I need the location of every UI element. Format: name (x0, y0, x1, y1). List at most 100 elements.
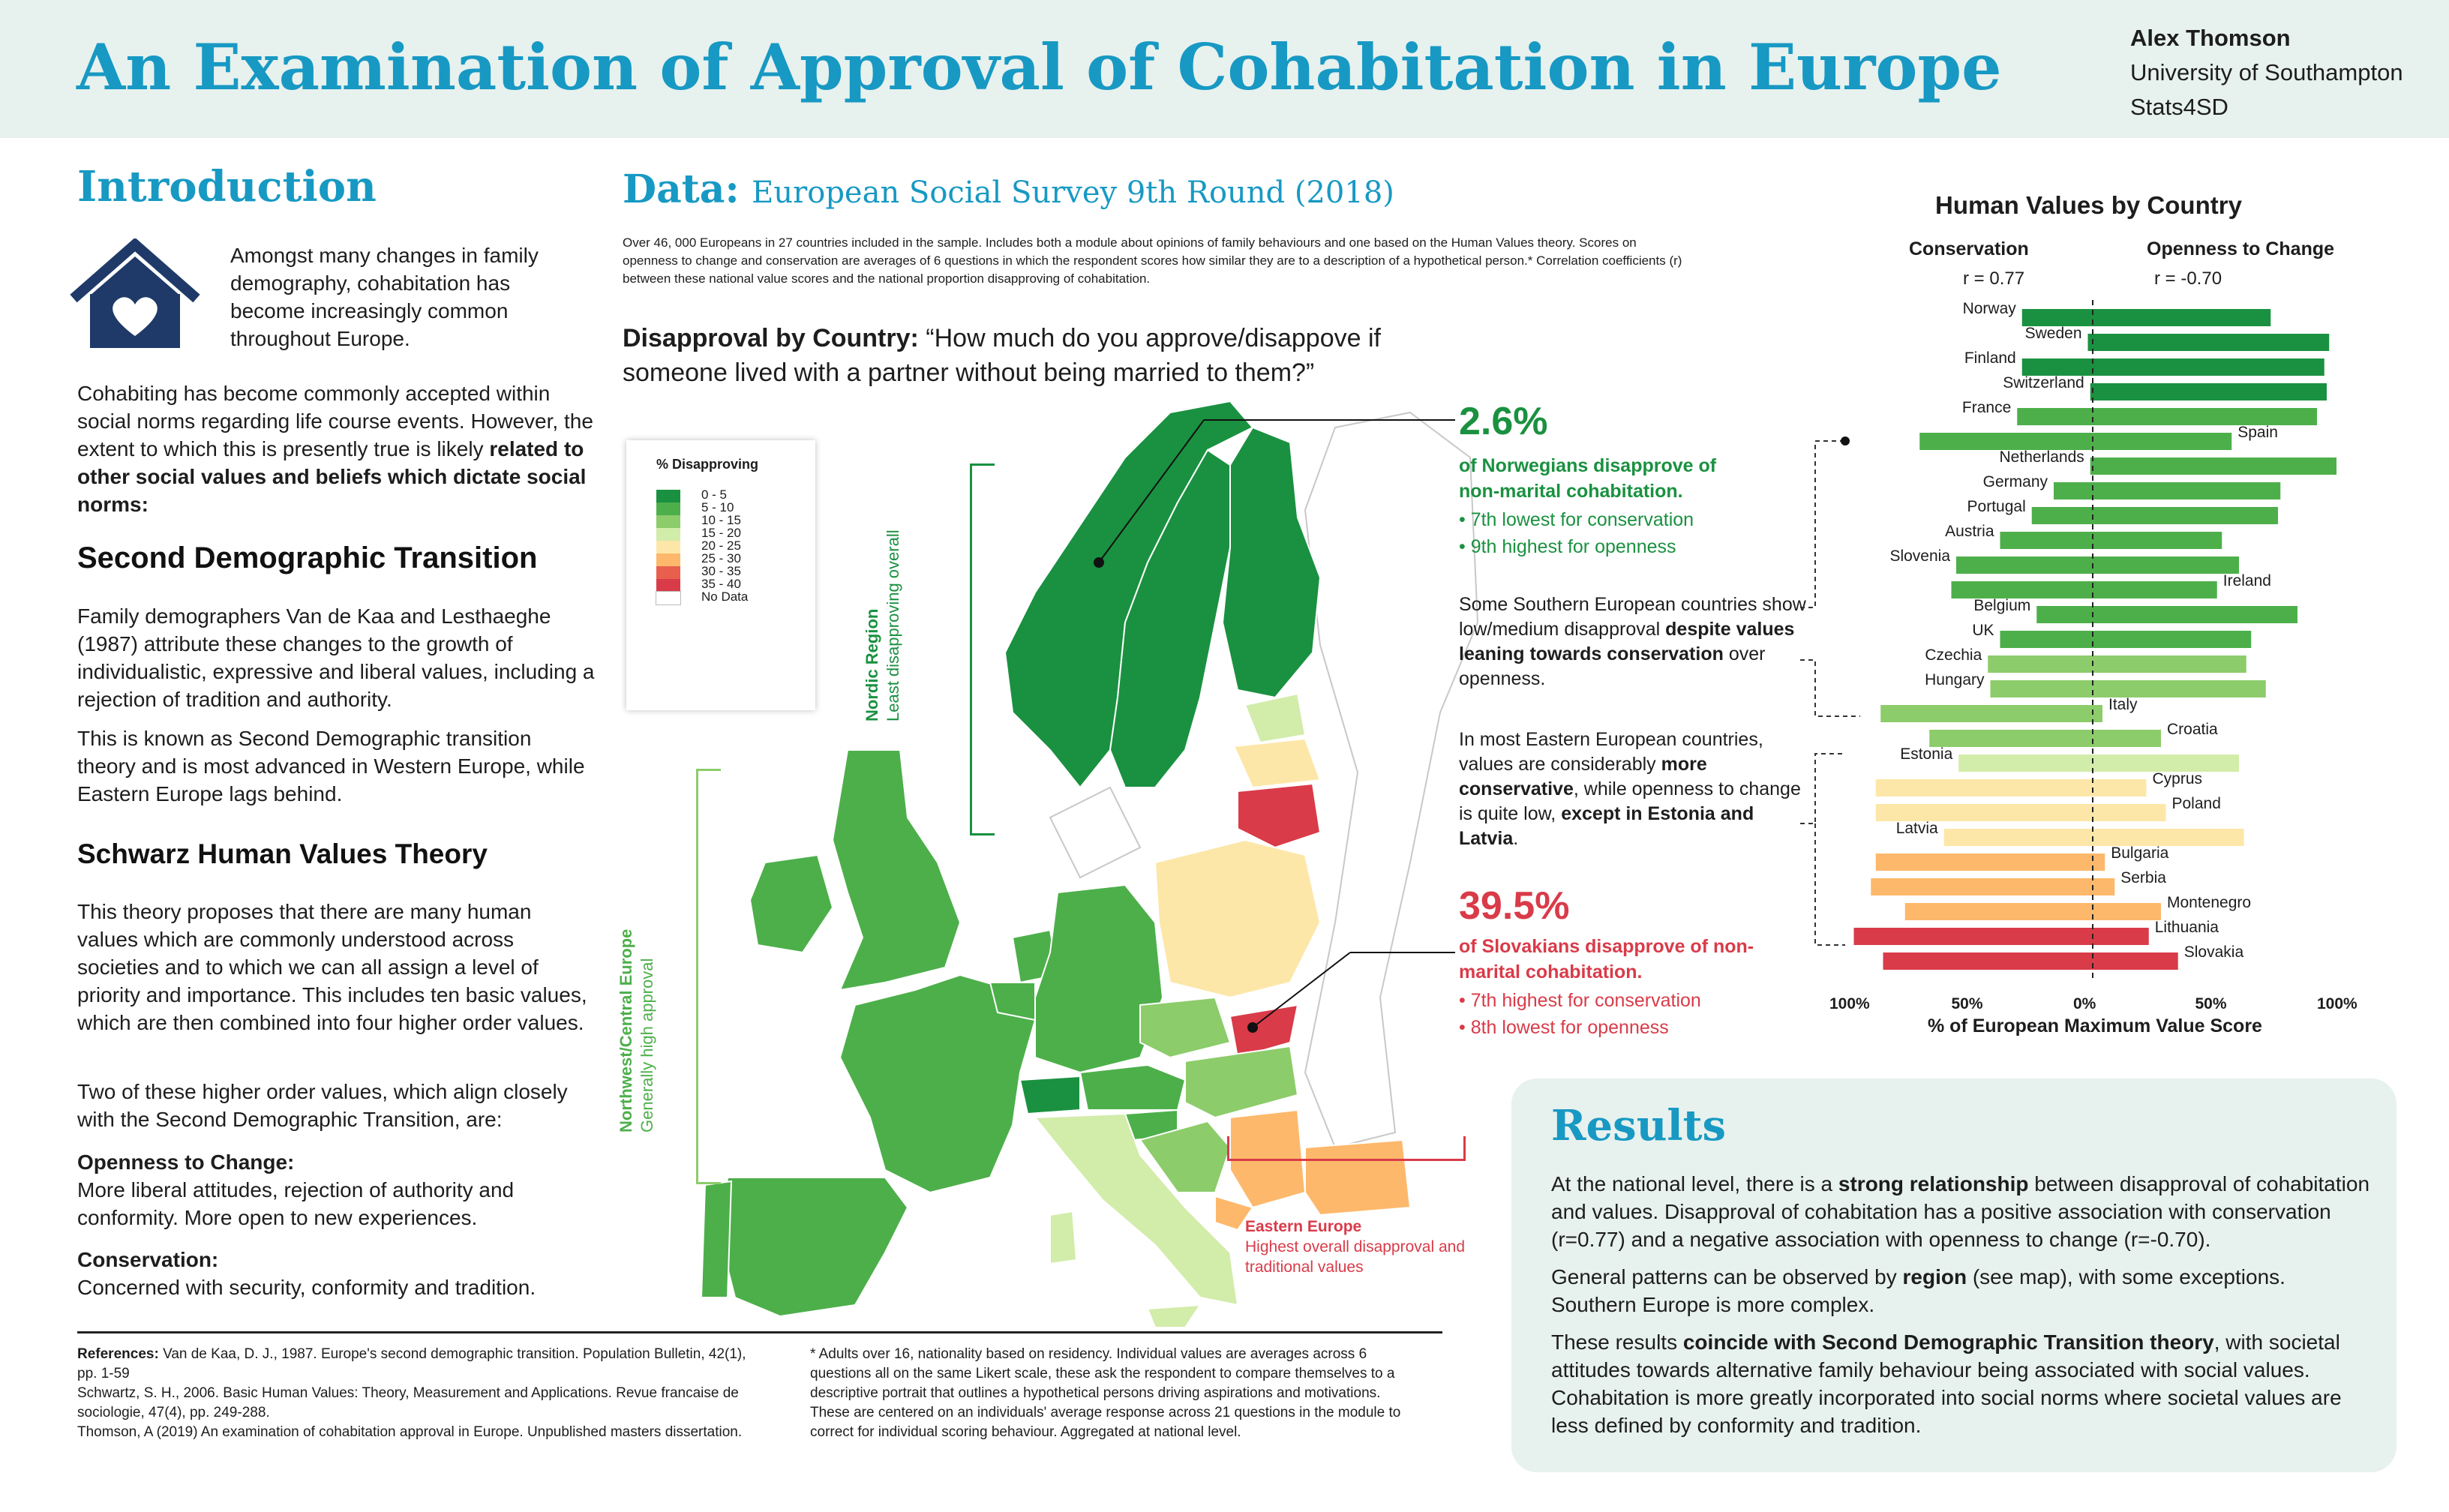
map-latvia (1232, 737, 1322, 789)
slovakia-bullet-1: • 7th highest for conservation (1459, 990, 1701, 1011)
results-p1-b: between disapproval of cohabitation and … (1551, 1172, 2370, 1251)
data-heading: Data: (623, 166, 740, 212)
south-note: Some Southern European countries show lo… (1459, 592, 1815, 692)
bar-conservation-netherlands (2090, 458, 2093, 475)
bar-label: Sweden (2024, 325, 2082, 342)
east-region-label: Eastern Europe Highest overall disapprov… (1245, 1216, 1478, 1277)
legend-swatch (656, 502, 680, 515)
east-note-1: In most Eastern European countries, valu… (1459, 729, 1763, 775)
map-montenegro (1214, 1195, 1254, 1232)
slovakia-stat-bullets: • 7th highest for conservation • 8th low… (1459, 987, 1701, 1041)
bar-openness-finland (2093, 358, 2324, 376)
bar-label: Finland (1964, 350, 2016, 367)
bar-conservation-sweden (2087, 334, 2093, 351)
reference-3: Thomson, A (2019) An examination of coha… (77, 1424, 743, 1440)
schwarz-paragraph-1: This theory proposes that there are many… (77, 900, 587, 1034)
bar-label: Lithuania (2154, 919, 2219, 936)
chart-right-label: Openness to Change (2147, 238, 2335, 260)
map-no-data-denmark (1049, 786, 1142, 879)
human-values-chart: Norway Sweden Finland Switzerland France Spai… (1829, 300, 2430, 1012)
bar-openness-lithuania (2093, 928, 2149, 945)
slovakia-stat-value: 39.5% (1459, 884, 1570, 928)
chart-xlabel: % of European Maximum Value Score (1928, 1016, 2262, 1036)
bar-label: Portugal (1967, 498, 2026, 515)
map-france (839, 974, 1037, 1194)
legend-label: 25 - 30 (701, 551, 741, 566)
bar-label: Montenegro (2167, 894, 2252, 911)
bar-label: Netherlands (1999, 448, 2084, 466)
results-paragraph-2: General patterns can be observed by regi… (1551, 1263, 2372, 1318)
bar-conservation-hungary (1990, 680, 2093, 698)
slovakia-stat-desc: of Slovakians disapprove of non-marital … (1459, 936, 1754, 982)
map-slovakia (1229, 1004, 1299, 1059)
legend-swatch (656, 566, 680, 579)
east-region-title: Eastern Europe (1245, 1218, 1362, 1235)
conservation-text: Concerned with security, conformity and … (77, 1276, 536, 1299)
east-note-bold-1: more conservative (1459, 754, 1707, 800)
map-no-data-east (1304, 411, 1479, 1149)
europe-map (700, 400, 1479, 1328)
bar-conservation-montenegro (1904, 903, 2093, 920)
map-question: Disapproval by Country: “How much do you… (623, 321, 1463, 390)
nw-bracket (696, 769, 721, 1184)
legend-label: 0 - 5 (701, 488, 728, 502)
bar-label: Switzerland (2003, 374, 2084, 392)
conservation-label: Conservation: (77, 1248, 219, 1271)
legend-swatch (656, 554, 680, 566)
bar-openness-netherlands (2093, 458, 2336, 475)
intro-p1-bold: related to other social values and belie… (77, 437, 587, 516)
norway-callout-line (1098, 419, 1205, 563)
nw-region-sub: Generally high approval (638, 958, 656, 1132)
bar-openness-hungary (2093, 680, 2266, 698)
map-germany (1034, 884, 1164, 1074)
legend-label: 30 - 35 (701, 564, 741, 578)
legend-label: 20 - 25 (701, 538, 741, 553)
bar-openness-cyprus (2093, 779, 2147, 796)
map-poland (1154, 838, 1322, 999)
author-affiliation: University of Southampton (2130, 59, 2403, 86)
bar-openness-germany (2093, 482, 2281, 500)
map-uk (831, 749, 962, 992)
bar-conservation-switzerland (2090, 383, 2093, 400)
bar-conservation-slovakia (1883, 952, 2093, 970)
bar-conservation-cyprus (1875, 779, 2093, 796)
bar-conservation-austria (2000, 532, 2093, 549)
chart-left-label: Conservation (1909, 238, 2029, 260)
nw-region-title: Northwest/Central Europe (617, 928, 635, 1132)
nordic-bracket (970, 464, 995, 836)
legend-label: 35 - 40 (701, 577, 741, 591)
results-paragraph-3: These results coincide with Second Demog… (1551, 1328, 2372, 1439)
bar-conservation-lithuania (1853, 928, 2093, 945)
bar-conservation-estonia (1958, 754, 2093, 772)
bar-label: Estonia (1900, 746, 1953, 763)
bar-openness-sweden (2093, 334, 2330, 351)
bar-label: UK (1972, 622, 1994, 639)
note-connectors (1800, 436, 1860, 946)
bar-label: Slovakia (2183, 944, 2244, 961)
bar-label: Germany (1982, 473, 2048, 490)
author-block: Alex Thomson University of Southampton S… (2130, 21, 2403, 124)
map-sicily (1146, 1304, 1202, 1328)
x-tick-label: 0% (2073, 995, 2096, 1012)
bar-label: France (1961, 399, 2012, 416)
legend-swatch (656, 591, 681, 605)
results-heading: Results (1551, 1101, 1727, 1150)
legend-swatch (656, 579, 680, 592)
bar-openness-belgium (2093, 606, 2297, 623)
map-austria (1079, 1064, 1187, 1111)
bar-conservation-slovenia (1956, 556, 2093, 574)
bar-conservation-poland (1875, 804, 2093, 821)
bar-openness-norway (2093, 309, 2271, 326)
norway-bullet-2: • 9th highest for openness (1459, 536, 1676, 557)
chart-left-r: r = 0.77 (1963, 268, 2025, 289)
legend-swatch (656, 515, 680, 528)
map-finland (1221, 426, 1322, 699)
bar-openness-latvia (2093, 829, 2244, 846)
bar-openness-croatia (2093, 730, 2161, 747)
results-p2-a: General patterns can be observed by (1551, 1265, 1897, 1288)
results-p1-bold: strong relationship (1838, 1172, 2029, 1196)
east-note-3: . (1513, 828, 1519, 849)
bar-openness-estonia (2093, 754, 2239, 772)
bar-conservation-france (2017, 408, 2093, 425)
norway-callout-dot (1094, 557, 1104, 568)
